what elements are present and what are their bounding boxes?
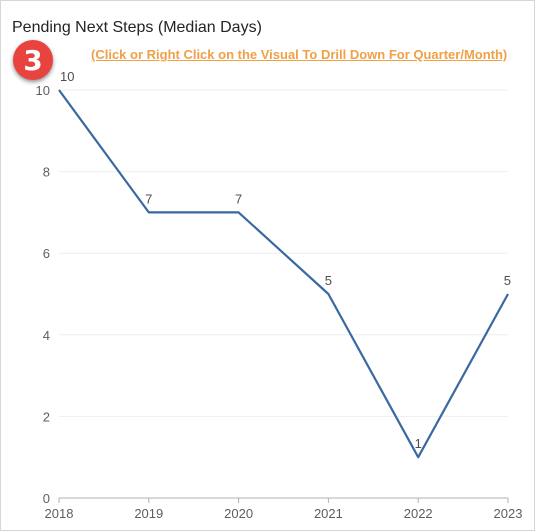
step-number-badge: 3 [13,40,53,80]
data-label: 10 [60,69,74,84]
x-tick-label: 2021 [314,506,343,521]
data-point[interactable] [505,291,511,297]
y-axis: 0 2 4 6 8 10 [36,83,50,506]
data-point[interactable] [146,209,152,215]
data-label: 5 [504,273,511,288]
x-tick-label: 2023 [494,506,523,521]
data-point[interactable] [415,454,421,460]
data-label: 1 [415,436,422,451]
drill-down-link[interactable]: (Click or Right Click on the Visual To D… [91,47,508,62]
y-tick-label: 10 [36,83,50,98]
data-point[interactable] [325,291,331,297]
data-labels: 10 7 7 5 1 5 [60,69,511,451]
series-line[interactable] [58,89,509,459]
y-tick-label: 2 [43,409,50,424]
data-point[interactable] [236,209,242,215]
y-tick-label: 0 [43,491,50,506]
x-tick-label: 2020 [224,506,253,521]
x-tick-label: 2022 [404,506,433,521]
data-label: 7 [235,191,242,206]
data-point[interactable] [56,87,62,93]
y-tick-label: 8 [43,165,50,180]
chart-title: Pending Next Steps (Median Days) [12,19,262,36]
y-tick-label: 4 [43,328,50,343]
x-axis [58,497,509,503]
data-label: 7 [145,191,152,206]
series-line-group [56,87,511,460]
y-tick-label: 6 [43,246,50,261]
data-label: 5 [325,273,332,288]
x-axis-labels: 2018 2019 2020 2021 2022 2023 [45,506,523,521]
x-tick-label: 2018 [45,506,74,521]
x-tick-label: 2019 [134,506,163,521]
